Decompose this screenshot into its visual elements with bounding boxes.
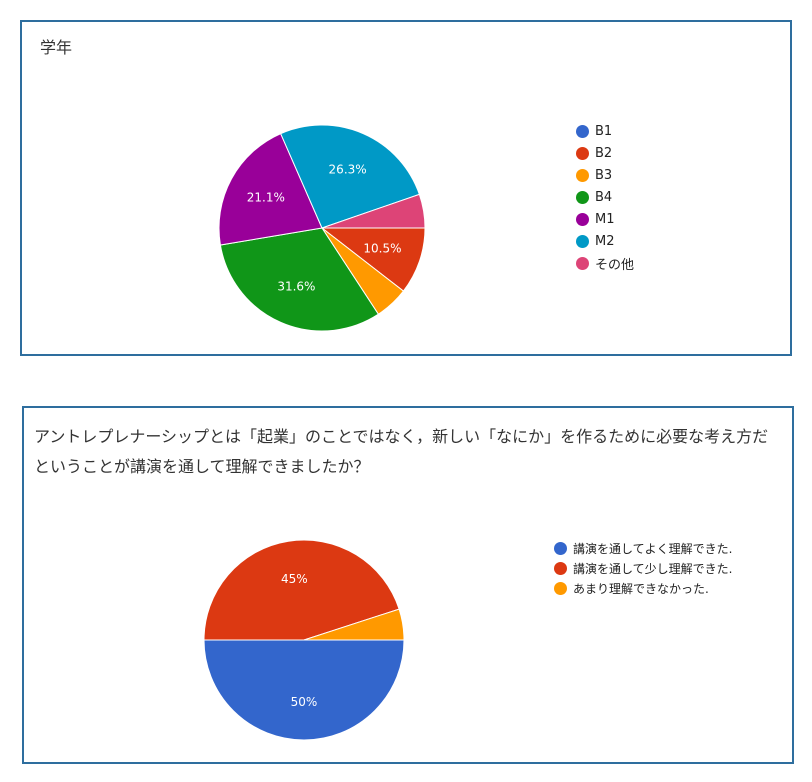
legend-label: M1: [595, 211, 615, 227]
slice-label: 50%: [291, 695, 318, 709]
legend-label: 講演を通してよく理解できた.: [573, 541, 733, 556]
legend-swatch: [554, 561, 567, 575]
pie-slice[interactable]: [203, 639, 405, 741]
pie-slice[interactable]: [303, 608, 405, 641]
legend-item[interactable]: M2: [576, 230, 634, 252]
legend-item[interactable]: 講演を通して少し理解できた.: [554, 558, 732, 578]
legend-item[interactable]: M1: [576, 208, 634, 230]
legend-label: あまり理解できなかった.: [573, 581, 709, 596]
slice-label: 31.6%: [277, 279, 315, 293]
slice-label: 10.5%: [363, 242, 401, 256]
chart-panel-grade: 学年 10.5% 31.6% 21.1% 26.3% B1 B2 B3 B4 M1 M2 その他: [20, 20, 792, 356]
legend-label: B3: [595, 167, 613, 183]
legend-item[interactable]: B4: [576, 186, 634, 208]
chart-panel-understanding: アントレプレナーシップとは「起業」のことではなく，新しい「なにか」を作るために必…: [22, 406, 794, 764]
pie-chart-understanding: 50% 45%: [203, 539, 405, 741]
legend-label: その他: [595, 257, 635, 273]
legend-swatch: [554, 581, 567, 595]
legend-swatch: [576, 256, 589, 270]
legend-item[interactable]: 講演を通してよく理解できた.: [554, 538, 732, 558]
chart-title: アントレプレナーシップとは「起業」のことではなく，新しい「なにか」を作るために必…: [34, 427, 769, 476]
legend-label: B1: [595, 123, 613, 139]
slice-label: 21.1%: [247, 191, 285, 205]
pie-chart-grade: 10.5% 31.6% 21.1% 26.3%: [218, 124, 426, 332]
legend-swatch: [576, 212, 589, 226]
legend-label: B4: [595, 189, 613, 205]
legend-swatch: [576, 234, 589, 248]
legend-swatch: [576, 190, 589, 204]
slice-label: 26.3%: [329, 163, 367, 177]
chart-title: 学年: [40, 38, 73, 57]
legend-item[interactable]: B2: [576, 142, 634, 164]
legend-label: M2: [595, 233, 615, 249]
pie-slice[interactable]: [219, 227, 380, 332]
pie-slice[interactable]: [280, 124, 420, 229]
pie-slice[interactable]: [321, 193, 426, 229]
legend-item[interactable]: その他: [576, 252, 634, 274]
pie-slice[interactable]: [320, 227, 426, 292]
legend: B1 B2 B3 B4 M1 M2 その他: [576, 120, 634, 274]
legend-swatch: [576, 168, 589, 182]
legend-item[interactable]: あまり理解できなかった.: [554, 578, 732, 598]
legend-swatch: [576, 146, 589, 160]
legend: 講演を通してよく理解できた. 講演を通して少し理解できた. あまり理解できなかった.: [554, 538, 732, 598]
legend-label: 講演を通して少し理解できた.: [573, 561, 733, 576]
legend-label: B2: [595, 145, 613, 161]
pie-slice[interactable]: [203, 539, 400, 641]
legend-swatch: [576, 124, 589, 138]
slice-label: 45%: [281, 572, 308, 586]
legend-swatch: [554, 541, 567, 555]
pie-slice[interactable]: [218, 132, 323, 246]
legend-item[interactable]: B3: [576, 164, 634, 186]
legend-item[interactable]: B1: [576, 120, 634, 142]
